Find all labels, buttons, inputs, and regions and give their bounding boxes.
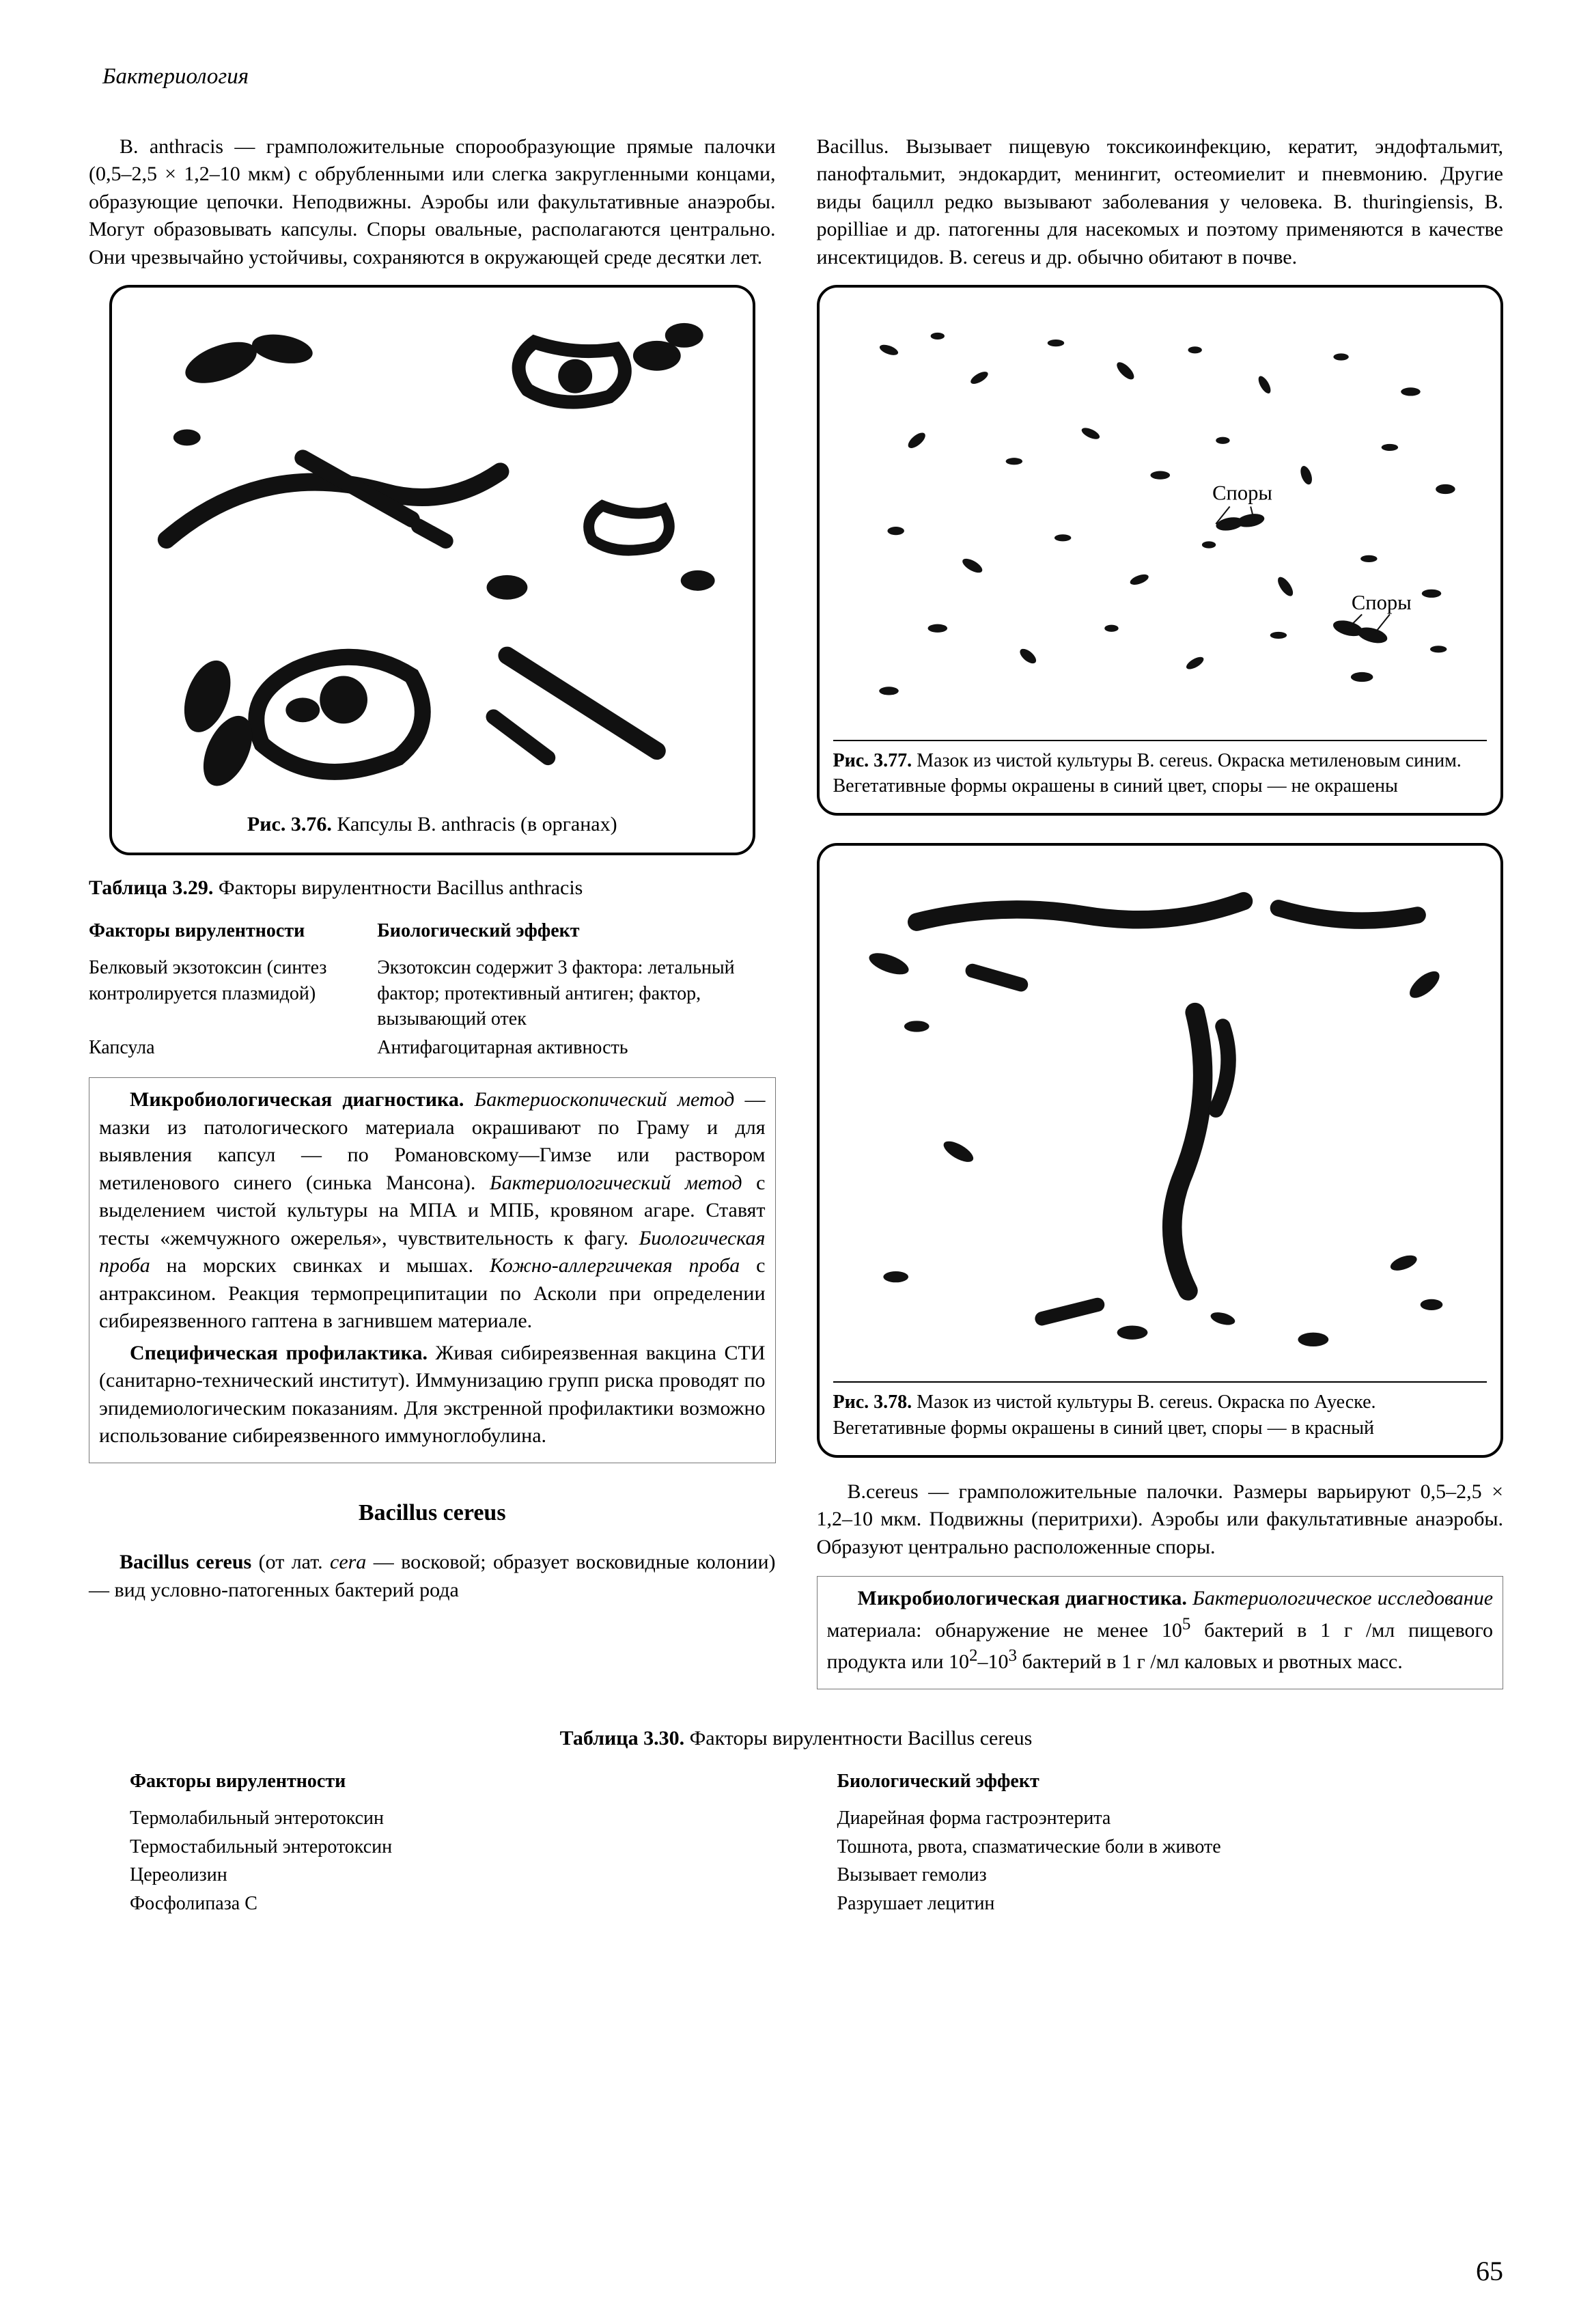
figure-377: Споры Споры Рис. 3.77. Мазок из чистой к…	[817, 285, 1504, 816]
table-header: Биологический эффект	[796, 1765, 1504, 1804]
body-paragraph: Микробиологическая диагностика. Бактерио…	[827, 1585, 1494, 1676]
body-paragraph: B. anthracis — грамположительные спорооб…	[89, 133, 776, 272]
figure-376-image	[126, 301, 739, 799]
table-row: Термолабильный энтеротоксин Диарейная фо…	[89, 1804, 1503, 1833]
diagnostics-box-2: Микробиологическая диагностика. Бактерио…	[817, 1576, 1504, 1689]
table-cell: Разрушает лецитин	[796, 1890, 1504, 1918]
table-330-title: Таблица 3.30. Факторы вирулентности Baci…	[89, 1725, 1503, 1753]
superscript: 5	[1182, 1615, 1191, 1633]
species-heading: Bacillus cereus	[89, 1497, 776, 1529]
body-text: материала: обнаружение не менее 10	[827, 1619, 1182, 1642]
figure-378: Рис. 3.78. Мазок из чистой культуры B. c…	[817, 843, 1504, 1457]
figure-caption-text: Капсулы B. anthracis (в органах)	[332, 813, 617, 835]
spore-label: Споры	[1212, 481, 1272, 504]
term-italic: Бактериологический метод	[490, 1172, 742, 1194]
table-row: Цереолизин Вызывает гемолиз	[89, 1861, 1503, 1890]
table-row: Термостабильный энтеротоксин Тошнота, рв…	[89, 1833, 1503, 1862]
figure-caption-text: Мазок из чистой культуры B. cereus. Окра…	[833, 750, 1462, 797]
run-in-head: Специфическая профилактика.	[130, 1342, 428, 1364]
running-head: Бактериология	[89, 61, 1503, 92]
table-cell: Капсула	[89, 1034, 377, 1062]
superscript: 2	[969, 1646, 978, 1665]
table-row: Фосфолипаза С Разрушает лецитин	[89, 1890, 1503, 1918]
right-column: Bacillus. Вызывает пищевую токсикоинфекц…	[817, 133, 1504, 1704]
table-title-text: Факторы вирулентности Bacillus anthracis	[213, 876, 583, 899]
table-title-text: Факторы вирулентности Bacillus cereus	[684, 1727, 1032, 1749]
two-columns: B. anthracis — грамположительные спорооб…	[89, 133, 1503, 1704]
table-label: Таблица 3.29.	[89, 876, 213, 899]
page-number: 65	[1476, 2253, 1503, 2290]
body-paragraph: Микробиологическая диагностика. Бактерио…	[99, 1086, 766, 1336]
figure-label: Рис. 3.76.	[247, 813, 332, 835]
body-text: бактерий в 1 г /мл каловых и рвотных мас…	[1017, 1650, 1403, 1673]
table-header: Факторы вирулентности	[89, 914, 377, 954]
table-cell: Термостабильный энтеротоксин	[89, 1833, 796, 1862]
table-header: Факторы вирулентности	[89, 1765, 796, 1804]
body-paragraph: Bacillus. Вызывает пищевую токсикоинфекц…	[817, 133, 1504, 272]
table-329: Факторы вирулентности Биологический эффе…	[89, 914, 776, 1062]
table-row: Факторы вирулентности Биологический эффе…	[89, 914, 776, 954]
table-cell: Фосфолипаза С	[89, 1890, 796, 1918]
figure-label: Рис. 3.78.	[833, 1392, 912, 1413]
body-paragraph: Bacillus cereus (от лат. cera — восковой…	[89, 1549, 776, 1604]
figure-label: Рис. 3.77.	[833, 750, 912, 771]
term-italic: Бактериологическое исследование	[1192, 1587, 1493, 1609]
left-column: B. anthracis — грамположительные спорооб…	[89, 133, 776, 1704]
body-text: –10	[978, 1650, 1009, 1673]
table-330-section: Таблица 3.30. Факторы вирулентности Baci…	[89, 1725, 1503, 1918]
figure-378-image	[833, 859, 1488, 1374]
figure-378-caption: Рис. 3.78. Мазок из чистой культуры B. c…	[833, 1381, 1488, 1441]
superscript: 3	[1009, 1646, 1018, 1665]
body-text: (от лат.	[251, 1551, 330, 1573]
table-header: Биологический эффект	[377, 914, 775, 954]
term-italic: Бактериоскопический метод	[475, 1088, 735, 1111]
table-label: Таблица 3.30.	[560, 1727, 684, 1749]
table-row: Белковый экзотоксин (синтез контролирует…	[89, 954, 776, 1034]
run-in-head: Микробиологическая диагностика.	[130, 1088, 464, 1111]
table-cell: Тошнота, рвота, спазматические боли в жи…	[796, 1833, 1504, 1862]
table-330: Факторы вирулентности Биологический эффе…	[89, 1765, 1503, 1918]
table-cell: Антифагоцитарная активность	[377, 1034, 775, 1062]
diagnostics-box: Микробиологическая диагностика. Бактерио…	[89, 1077, 776, 1463]
table-329-title: Таблица 3.29. Факторы вирулентности Baci…	[89, 874, 776, 902]
body-paragraph: B.cereus — грамположительные палочки. Ра…	[817, 1478, 1504, 1562]
table-cell: Цереолизин	[89, 1861, 796, 1890]
species-name: Bacillus cereus	[120, 1551, 251, 1573]
table-cell: Экзотоксин содержит 3 фактора: летальный…	[377, 954, 775, 1034]
body-text: на морских свинках и мышах.	[150, 1254, 490, 1277]
figure-376-caption: Рис. 3.76. Капсулы B. anthracis (в орган…	[126, 811, 739, 839]
figure-377-image: Споры Споры	[833, 301, 1488, 733]
figure-377-caption: Рис. 3.77. Мазок из чистой культуры B. c…	[833, 740, 1488, 800]
table-cell: Диарейная форма гастроэнтерита	[796, 1804, 1504, 1833]
table-cell: Вызывает гемолиз	[796, 1861, 1504, 1890]
table-cell: Термолабильный энтеротоксин	[89, 1804, 796, 1833]
table-row: Факторы вирулентности Биологический эффе…	[89, 1765, 1503, 1804]
body-paragraph: Специфическая профилактика. Живая сибире…	[99, 1340, 766, 1450]
page: Бактериология B. anthracis — грамположит…	[0, 0, 1592, 2324]
spore-label: Споры	[1351, 591, 1411, 614]
table-row: Капсула Антифагоцитарная активность	[89, 1034, 776, 1062]
term-italic: Кожно-аллергичекая проба	[490, 1254, 740, 1277]
table-cell: Белковый экзотоксин (синтез контролирует…	[89, 954, 377, 1034]
figure-caption-text: Мазок из чистой культуры B. cereus. Окра…	[833, 1392, 1376, 1439]
run-in-head: Микробиологическая диагностика.	[858, 1587, 1187, 1609]
figure-376: Рис. 3.76. Капсулы B. anthracis (в орган…	[109, 285, 755, 855]
latin-italic: cera	[330, 1551, 366, 1573]
